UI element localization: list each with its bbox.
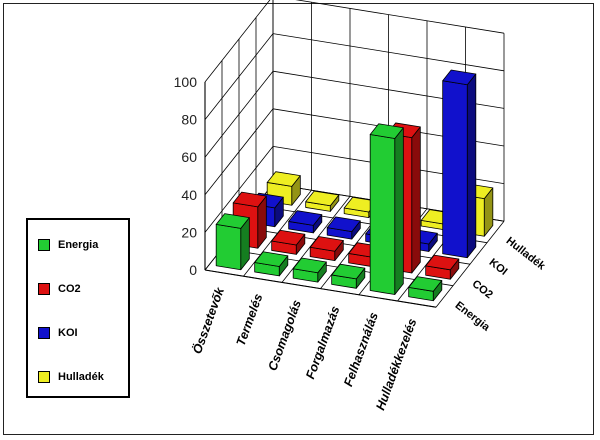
left-wall-gridline	[204, 0, 271, 83]
bar-koi-5	[442, 69, 477, 259]
bar-top-face	[215, 213, 250, 229]
y-tick-label: 20	[181, 224, 197, 240]
bar-energia-1	[254, 251, 289, 277]
bar-energia-0	[215, 213, 250, 271]
left-wall-gridline	[204, 146, 274, 233]
bar-top-face	[232, 191, 267, 208]
y-tick-label: 100	[174, 74, 198, 90]
legend-label-energia: Energia	[58, 239, 99, 251]
legend-swatch-co2	[38, 283, 50, 295]
series-axis-label: Energia	[453, 299, 493, 334]
bar-side-face	[394, 127, 404, 295]
category-label: Összetevők	[189, 284, 227, 355]
y-tick-label: 60	[181, 149, 197, 165]
series-axis-label: KOI	[487, 256, 510, 278]
legend-item-koi: KOI	[38, 326, 78, 340]
legend-label-co2: CO2	[58, 283, 81, 295]
category-label: Felhasználás	[341, 310, 381, 388]
legend-label-hulladek: Hulladék	[58, 371, 104, 383]
bar-front-face	[442, 80, 468, 259]
bar-top-face	[254, 251, 289, 267]
series-axis-label: Hulladék	[504, 235, 548, 273]
bar-top-face	[292, 257, 327, 274]
y-tick-label: 40	[181, 187, 197, 203]
y-tick-label: 80	[181, 112, 197, 128]
bar-front-face	[369, 134, 396, 295]
bar-top-face	[309, 236, 344, 252]
bar-top-face	[326, 216, 361, 232]
bar-hulladék-0	[266, 171, 301, 206]
bar-top-face	[305, 190, 340, 207]
bar-top-face	[266, 171, 301, 187]
legend-item-hulladek: Hulladék	[38, 370, 104, 384]
bar-top-face	[271, 229, 306, 246]
bar-top-face	[425, 254, 460, 271]
back-wall-gridline	[295, 0, 505, 34]
legend-swatch-hulladek	[38, 371, 50, 383]
category-label: Forgalmazás	[303, 304, 342, 381]
category-label: Csomagolás	[265, 298, 304, 373]
bar-top-face	[331, 263, 366, 280]
bar-energia-5	[408, 276, 443, 302]
left-wall-gridline	[204, 33, 274, 120]
bar-energia-3	[331, 263, 366, 289]
left-wall-gridline	[204, 70, 274, 158]
legend-label-koi: KOI	[58, 327, 78, 339]
legend-item-co2: CO2	[38, 282, 81, 296]
legend-item-energia: Energia	[38, 238, 98, 252]
legend-swatch-energia	[38, 239, 50, 251]
legend: Energia CO2 KOI Hulladék	[26, 218, 130, 398]
back-wall-gridline	[272, 33, 505, 72]
bar-co2-5	[425, 254, 460, 280]
bar-top-face	[288, 210, 323, 226]
left-wall-gridline	[204, 108, 274, 196]
bar-top-face	[408, 276, 443, 292]
bar-koi-2	[326, 216, 361, 240]
x-axis-line	[204, 269, 437, 308]
series-axis-label: CO2	[470, 278, 495, 301]
category-label: Termelés	[234, 292, 266, 348]
bar-co2-1	[271, 229, 306, 255]
bar-side-face	[466, 73, 477, 259]
bar-koi-1	[288, 210, 323, 234]
bar-co2-2	[309, 236, 344, 262]
bar-top-face	[369, 123, 404, 139]
bar-energia-2	[292, 257, 327, 283]
bar-hulladék-1	[305, 190, 340, 212]
y-tick-label: 0	[189, 262, 197, 278]
bar-top-face	[442, 69, 477, 86]
bar-front-face	[215, 223, 242, 271]
bar-energia-4	[369, 123, 404, 295]
bar-side-face	[411, 126, 421, 274]
legend-swatch-koi	[38, 327, 50, 339]
category-label: Hulladékkezelés	[373, 317, 419, 413]
